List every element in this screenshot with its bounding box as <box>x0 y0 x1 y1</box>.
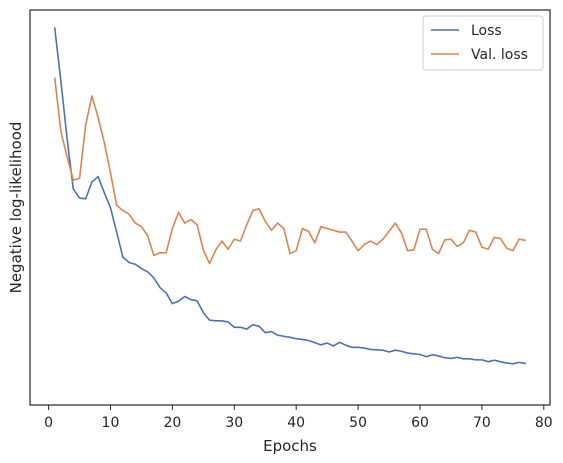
x-tick-label: 20 <box>163 415 181 431</box>
x-tick-label: 60 <box>411 415 429 431</box>
plot-frame <box>29 9 551 406</box>
x-tick-label: 10 <box>102 415 120 431</box>
series-line-val-loss <box>53 77 527 265</box>
x-tick-label: 40 <box>287 415 305 431</box>
x-axis-ticks: 0 10 20 30 40 50 60 70 80 <box>44 405 553 431</box>
x-tick-label: 80 <box>535 415 553 431</box>
legend-label: Val. loss <box>471 47 528 63</box>
x-tick-label: 0 <box>44 415 53 431</box>
x-tick-label: 70 <box>473 415 491 431</box>
series-layer <box>53 27 527 365</box>
legend: Loss Val. loss <box>422 15 544 71</box>
series-line-loss <box>53 27 527 365</box>
x-tick-label: 30 <box>225 415 243 431</box>
y-axis-label: Negative log-likelihood <box>7 122 25 294</box>
legend-label: Loss <box>471 23 502 39</box>
plot-border <box>29 9 551 406</box>
x-tick-label: 50 <box>349 415 367 431</box>
x-axis-label: Epochs <box>263 437 317 455</box>
